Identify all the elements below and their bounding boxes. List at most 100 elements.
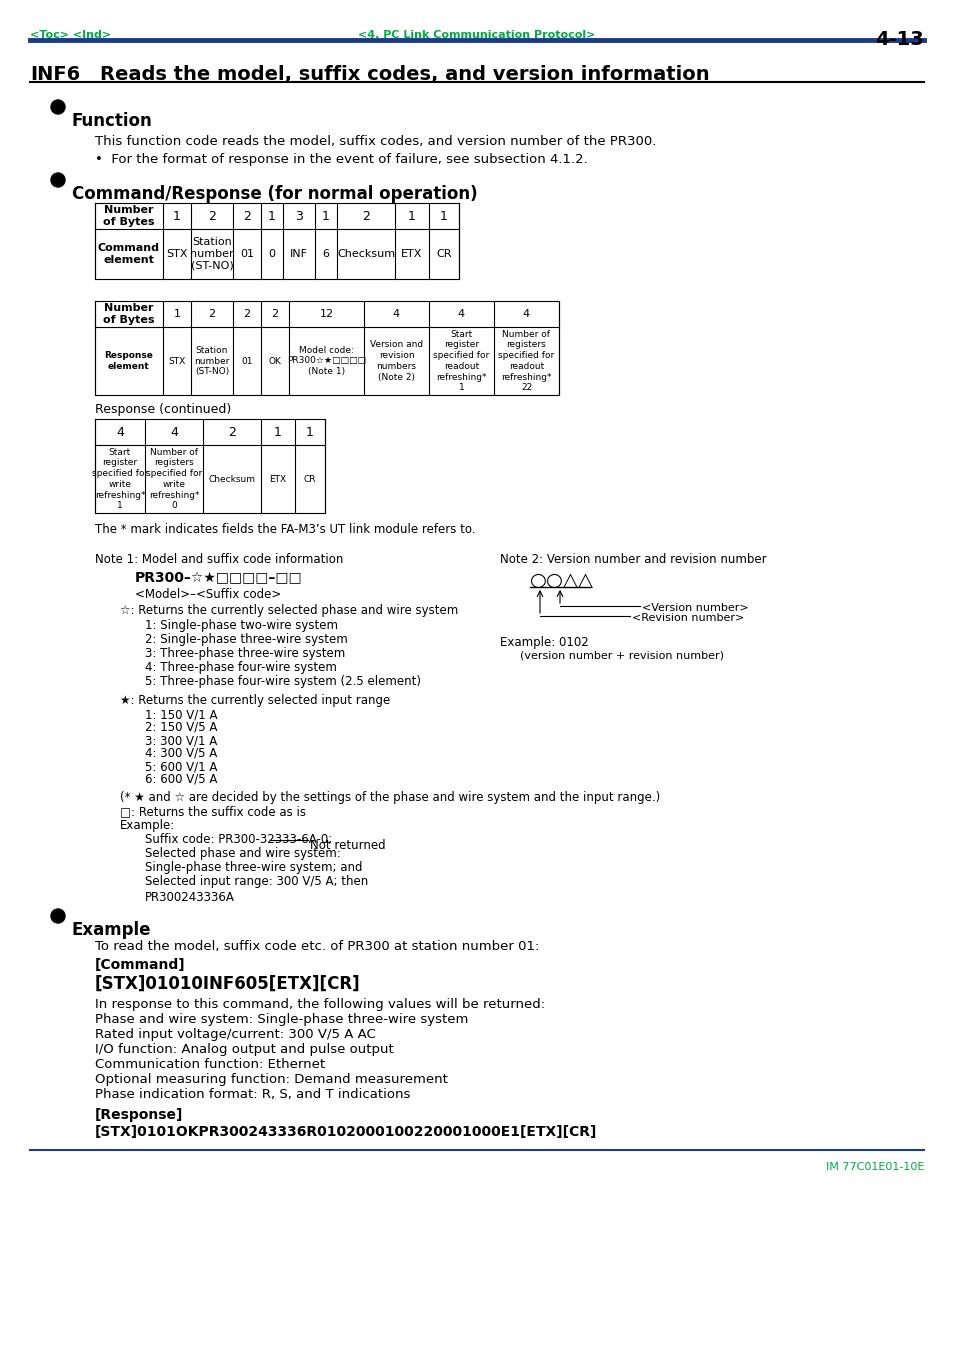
Text: Phase indication format: R, S, and T indications: Phase indication format: R, S, and T ind… (95, 1088, 410, 1101)
Text: STX: STX (166, 249, 188, 259)
Text: Function: Function (71, 112, 152, 130)
Text: 3: 300 V/1 A: 3: 300 V/1 A (145, 734, 217, 747)
Text: <Model>–<Suffix code>: <Model>–<Suffix code> (135, 588, 281, 601)
Text: Checksum: Checksum (209, 474, 255, 484)
Text: 5: Three-phase four-wire system (2.5 element): 5: Three-phase four-wire system (2.5 ele… (145, 676, 420, 688)
Text: PR300243336A: PR300243336A (145, 892, 234, 904)
Text: 4: 4 (393, 309, 399, 319)
Text: □: Returns the suffix code as is: □: Returns the suffix code as is (120, 805, 306, 817)
Text: <Revision number>: <Revision number> (631, 613, 743, 623)
Text: 1: Single-phase two-wire system: 1: Single-phase two-wire system (145, 619, 337, 632)
Text: 4: Three-phase four-wire system: 4: Three-phase four-wire system (145, 661, 336, 674)
Text: Selected input range: 300 V/5 A; then: Selected input range: 300 V/5 A; then (145, 875, 368, 888)
Text: Version and
revision
numbers
(Note 2): Version and revision numbers (Note 2) (370, 340, 422, 381)
Text: Optional measuring function: Demand measurement: Optional measuring function: Demand meas… (95, 1073, 447, 1086)
Text: 3: Three-phase three-wire system: 3: Three-phase three-wire system (145, 647, 345, 661)
Text: Phase and wire system: Single-phase three-wire system: Phase and wire system: Single-phase thre… (95, 1013, 468, 1025)
Text: 1: 1 (172, 209, 181, 223)
Text: 01: 01 (241, 357, 253, 366)
Text: 1: 1 (173, 309, 180, 319)
Text: 2: Single-phase three-wire system: 2: Single-phase three-wire system (145, 634, 348, 646)
Text: 1: 1 (439, 209, 448, 223)
Text: CR: CR (303, 474, 315, 484)
Text: Number
of Bytes: Number of Bytes (103, 303, 154, 324)
Text: 1: 1 (408, 209, 416, 223)
Text: Number
of Bytes: Number of Bytes (103, 205, 154, 227)
Text: ○○△△: ○○△△ (530, 571, 594, 590)
Text: Response (continued): Response (continued) (95, 403, 231, 416)
Text: Command
element: Command element (98, 243, 160, 265)
Text: •  For the format of response in the event of failure, see subsection 4.1.2.: • For the format of response in the even… (95, 153, 587, 166)
Text: Start
register
specified for
readout
refreshing*
1: Start register specified for readout ref… (433, 330, 489, 392)
Text: 3: 3 (294, 209, 303, 223)
Text: [Command]: [Command] (95, 958, 186, 971)
Text: Model code:
PR300☆★□□□□
(Note 1): Model code: PR300☆★□□□□ (Note 1) (287, 346, 366, 376)
Circle shape (51, 100, 65, 113)
Text: <4. PC Link Communication Protocol>: <4. PC Link Communication Protocol> (358, 30, 595, 41)
Text: 2: 2 (243, 209, 251, 223)
Text: To read the model, suffix code etc. of PR300 at station number 01:: To read the model, suffix code etc. of P… (95, 940, 538, 952)
Text: 6: 600 V/5 A: 6: 600 V/5 A (145, 773, 217, 786)
Text: 2: 2 (208, 309, 215, 319)
Text: Note 2: Version number and revision number: Note 2: Version number and revision numb… (499, 553, 766, 566)
Circle shape (51, 173, 65, 186)
Text: Note 1: Model and suffix code information: Note 1: Model and suffix code informatio… (95, 553, 343, 566)
Text: 4: 4 (116, 426, 124, 439)
Text: ETX: ETX (269, 474, 286, 484)
Text: This function code reads the model, suffix codes, and version number of the PR30: This function code reads the model, suff… (95, 135, 656, 149)
Text: 1: 1 (268, 209, 275, 223)
Text: IM 77C01E01-10E: IM 77C01E01-10E (824, 1162, 923, 1173)
Text: Suffix code: PR300-32333-6A-0;: Suffix code: PR300-32333-6A-0; (145, 834, 332, 846)
Text: ★: Returns the currently selected input range: ★: Returns the currently selected input … (120, 694, 390, 707)
Text: STX: STX (168, 357, 186, 366)
Text: [Response]: [Response] (95, 1108, 183, 1121)
Text: Example: Example (71, 921, 152, 939)
Text: Station
number
(ST-NO): Station number (ST-NO) (194, 346, 230, 376)
Text: 12: 12 (319, 309, 334, 319)
Text: 6: 6 (322, 249, 329, 259)
Text: Station
number
(ST-NO): Station number (ST-NO) (190, 238, 233, 270)
Text: 0: 0 (268, 249, 275, 259)
Bar (95, 203, 458, 280)
Text: 4: 4 (170, 426, 178, 439)
Text: ETX: ETX (401, 249, 422, 259)
Text: In response to this command, the following values will be returned:: In response to this command, the followi… (95, 998, 544, 1011)
Text: Rated input voltage/current: 300 V/5 A AC: Rated input voltage/current: 300 V/5 A A… (95, 1028, 375, 1042)
Text: 4: 300 V/5 A: 4: 300 V/5 A (145, 747, 217, 761)
Text: 01: 01 (240, 249, 253, 259)
Text: Communication function: Ethernet: Communication function: Ethernet (95, 1058, 325, 1071)
Text: Number of
registers
specified for
readout
refreshing*
22: Number of registers specified for readou… (497, 330, 554, 392)
Circle shape (51, 909, 65, 923)
Text: 2: 2 (362, 209, 370, 223)
Text: Number of
registers
specified for
write
refreshing*
0: Number of registers specified for write … (146, 447, 202, 511)
Text: 1: 1 (322, 209, 330, 223)
Text: The * mark indicates fields the FA-M3’s UT link module refers to.: The * mark indicates fields the FA-M3’s … (95, 523, 475, 536)
Text: (* ★ and ☆ are decided by the settings of the phase and wire system and the inpu: (* ★ and ☆ are decided by the settings o… (120, 790, 659, 804)
Text: 1: 1 (274, 426, 282, 439)
Text: Checksum: Checksum (336, 249, 395, 259)
Text: Selected phase and wire system:: Selected phase and wire system: (145, 847, 340, 861)
Text: Start
register
specified for
write
refreshing*
1: Start register specified for write refre… (91, 447, 148, 511)
Text: ☆: Returns the currently selected phase and wire system: ☆: Returns the currently selected phase … (120, 604, 457, 617)
Text: <Toc> <Ind>: <Toc> <Ind> (30, 30, 111, 41)
Text: Single-phase three-wire system; and: Single-phase three-wire system; and (145, 861, 362, 874)
Text: 2: 2 (243, 309, 251, 319)
Text: 4-13: 4-13 (874, 30, 923, 49)
Bar (95, 301, 558, 394)
Text: Example:: Example: (120, 819, 175, 832)
Text: Example: 0102: Example: 0102 (499, 636, 588, 648)
Text: 5: 600 V/1 A: 5: 600 V/1 A (145, 761, 217, 773)
Text: 2: 150 V/5 A: 2: 150 V/5 A (145, 721, 217, 734)
Text: <Version number>: <Version number> (641, 603, 748, 613)
Text: 4: 4 (457, 309, 464, 319)
Text: 1: 150 V/1 A: 1: 150 V/1 A (145, 708, 217, 721)
Text: Response
element: Response element (105, 351, 153, 372)
Text: 4: 4 (522, 309, 530, 319)
Text: PR300–☆★□□□□–□□: PR300–☆★□□□□–□□ (135, 571, 302, 585)
Text: 2: 2 (228, 426, 235, 439)
Text: 2: 2 (272, 309, 278, 319)
Text: Not returned: Not returned (310, 839, 385, 852)
Text: [STX]0101OKPR300243336R0102000100220001000E1[ETX][CR]: [STX]0101OKPR300243336R01020001002200010… (95, 1125, 597, 1139)
Text: Command/Response (for normal operation): Command/Response (for normal operation) (71, 185, 477, 203)
Bar (95, 419, 325, 513)
